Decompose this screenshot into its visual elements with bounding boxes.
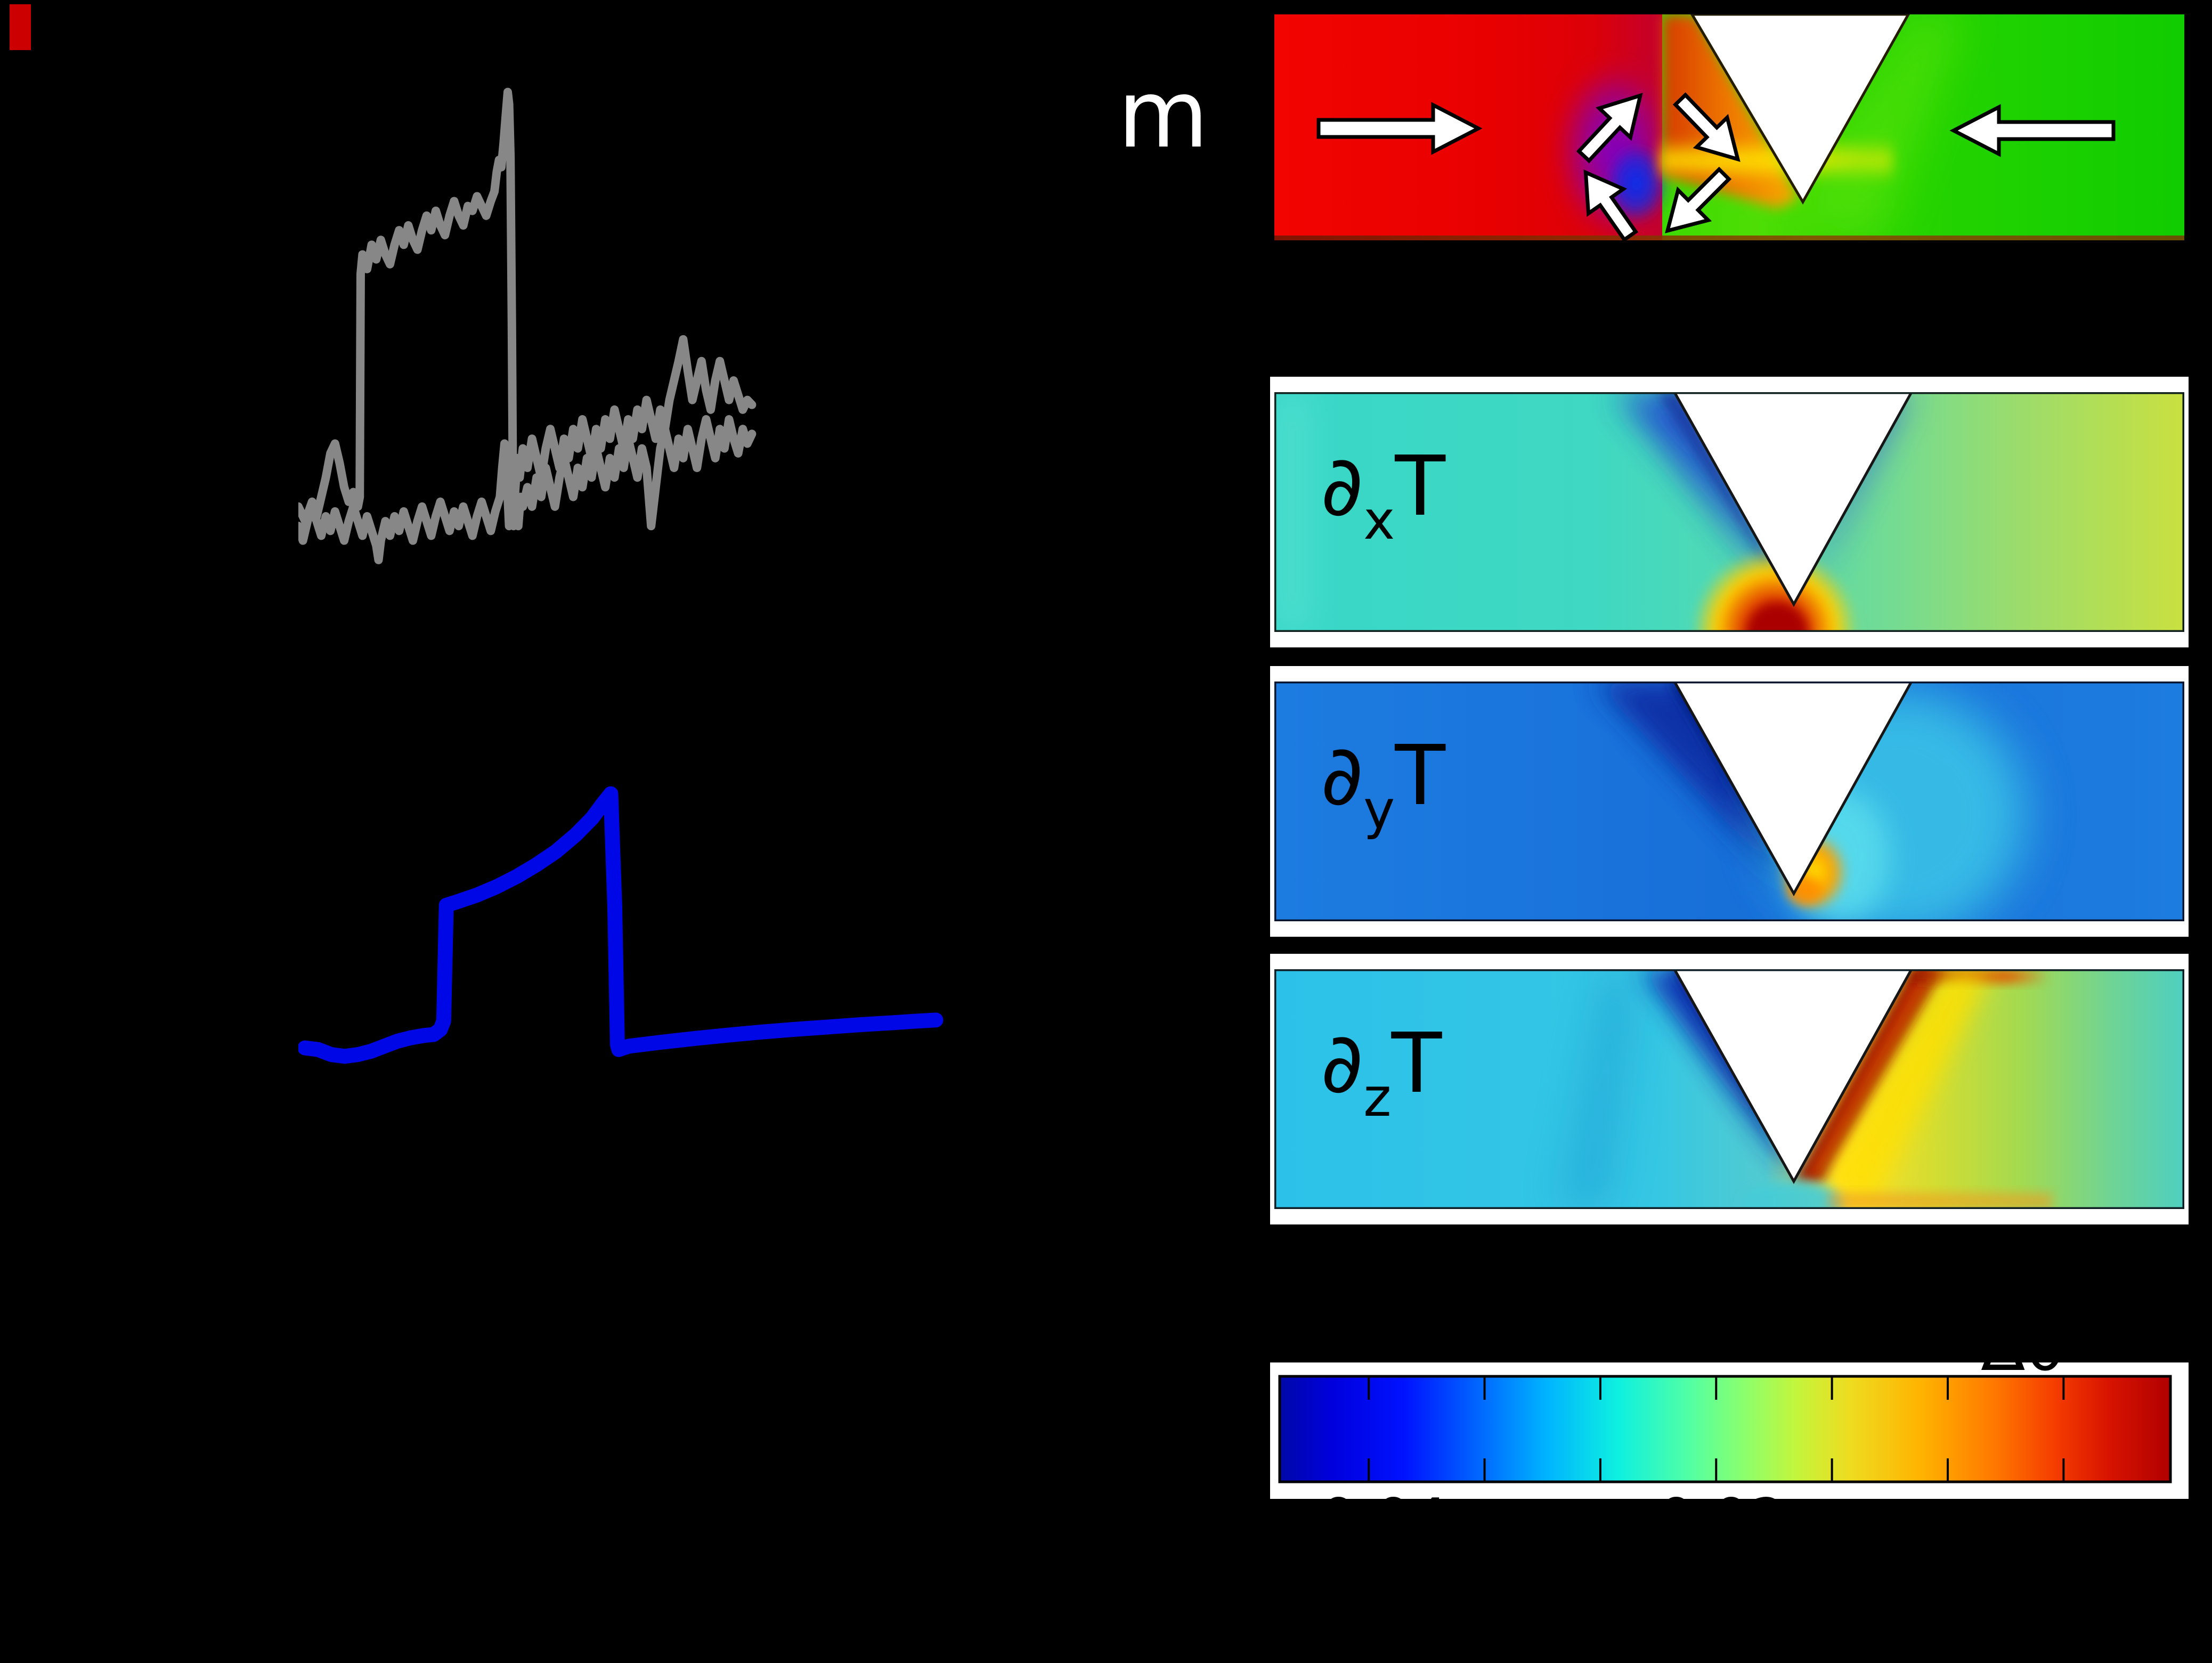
colorbar [1278,1375,2172,1483]
dxT-label: ∂xT [1321,438,1446,551]
line-series [305,794,936,1057]
bottom-edge-line [1274,236,2184,240]
arrow-down-right-icon [1672,92,1741,162]
colorbar-title-fragment: Δθ [1981,1310,2065,1385]
cyan-patch [1742,1181,1843,1209]
arrow-right-icon [1316,102,1483,155]
right-blue-lobe [1807,392,1912,595]
m-panel-label: m [1118,61,1209,169]
dxT-map [1274,392,2184,632]
arrow-down-left-icon [1665,166,1732,233]
magnetization-arrows [1316,92,2116,240]
light-green-band [1805,14,1965,240]
arrow-up-right-icon [1576,93,1643,164]
notch-triangle [1690,14,1910,205]
dzT-panel: ∂zT [1270,954,2189,1224]
dyT-map [1274,682,2184,921]
colorbar-tick-label-1: 0.04 [1320,1487,1449,1553]
blue-step-chart [298,773,959,1108]
dyT-label: ∂yT [1321,727,1446,841]
notch-triangle [1673,392,1913,607]
dzT-label: ∂zT [1321,1015,1442,1129]
gray-noise-chart [298,80,757,565]
colorbar-gradient [1278,1375,2172,1483]
colorbar-tick-label-2: 0.02 [1658,1487,1786,1553]
dxT-panel: ∂xT [1270,377,2189,647]
dyT-panel: ∂yT [1270,666,2189,937]
yellow-band [1823,969,1993,1209]
arrow-up-left-icon [1583,169,1639,240]
vortex-core-blue [1607,145,1666,222]
line-series [298,419,752,560]
magnetization-map [1274,14,2184,240]
stray-red-mark [10,4,31,50]
colorbar-box [1270,1362,2189,1499]
notch-triangle [1673,682,1913,897]
left-blue-lobe [1615,392,1794,604]
arrow-left-icon [1949,104,2116,157]
notch-triangle [1673,969,1913,1185]
blue-streak [1562,969,1638,1209]
colorbar-ticks [1368,1376,2065,1482]
dzT-map [1274,969,2184,1209]
bottom-orange-strip [1828,1193,2052,1209]
hot-spot [1693,548,1858,632]
dark-navy-wedge [1594,682,1794,894]
dark-navy-band [1641,969,1794,1181]
